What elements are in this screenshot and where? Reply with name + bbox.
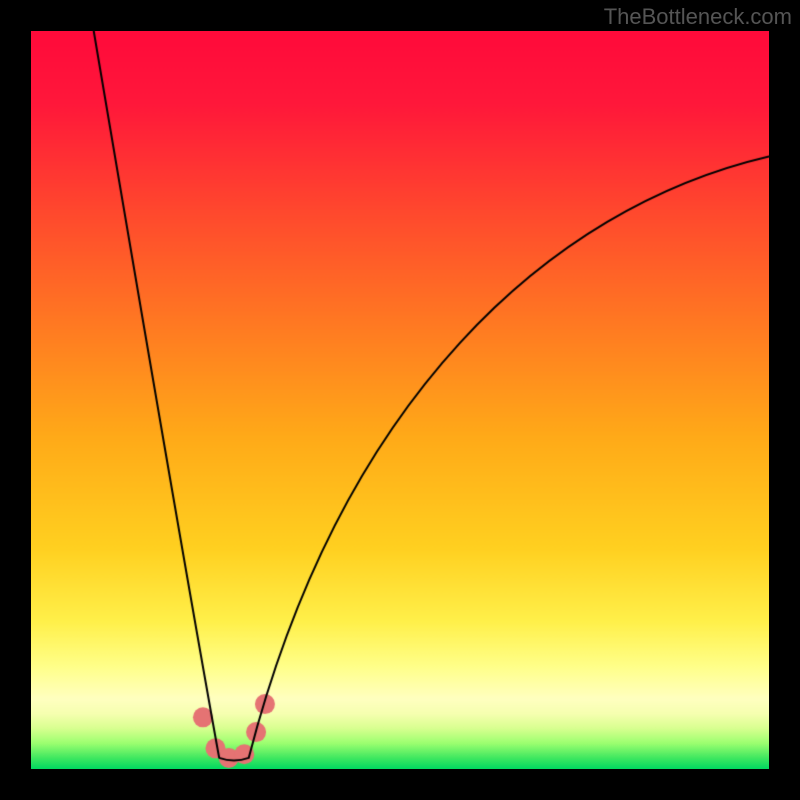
chart-stage: TheBottleneck.com (0, 0, 800, 800)
plot-area (31, 31, 769, 769)
bottleneck-curve (31, 31, 769, 769)
watermark-text: TheBottleneck.com (604, 4, 792, 30)
